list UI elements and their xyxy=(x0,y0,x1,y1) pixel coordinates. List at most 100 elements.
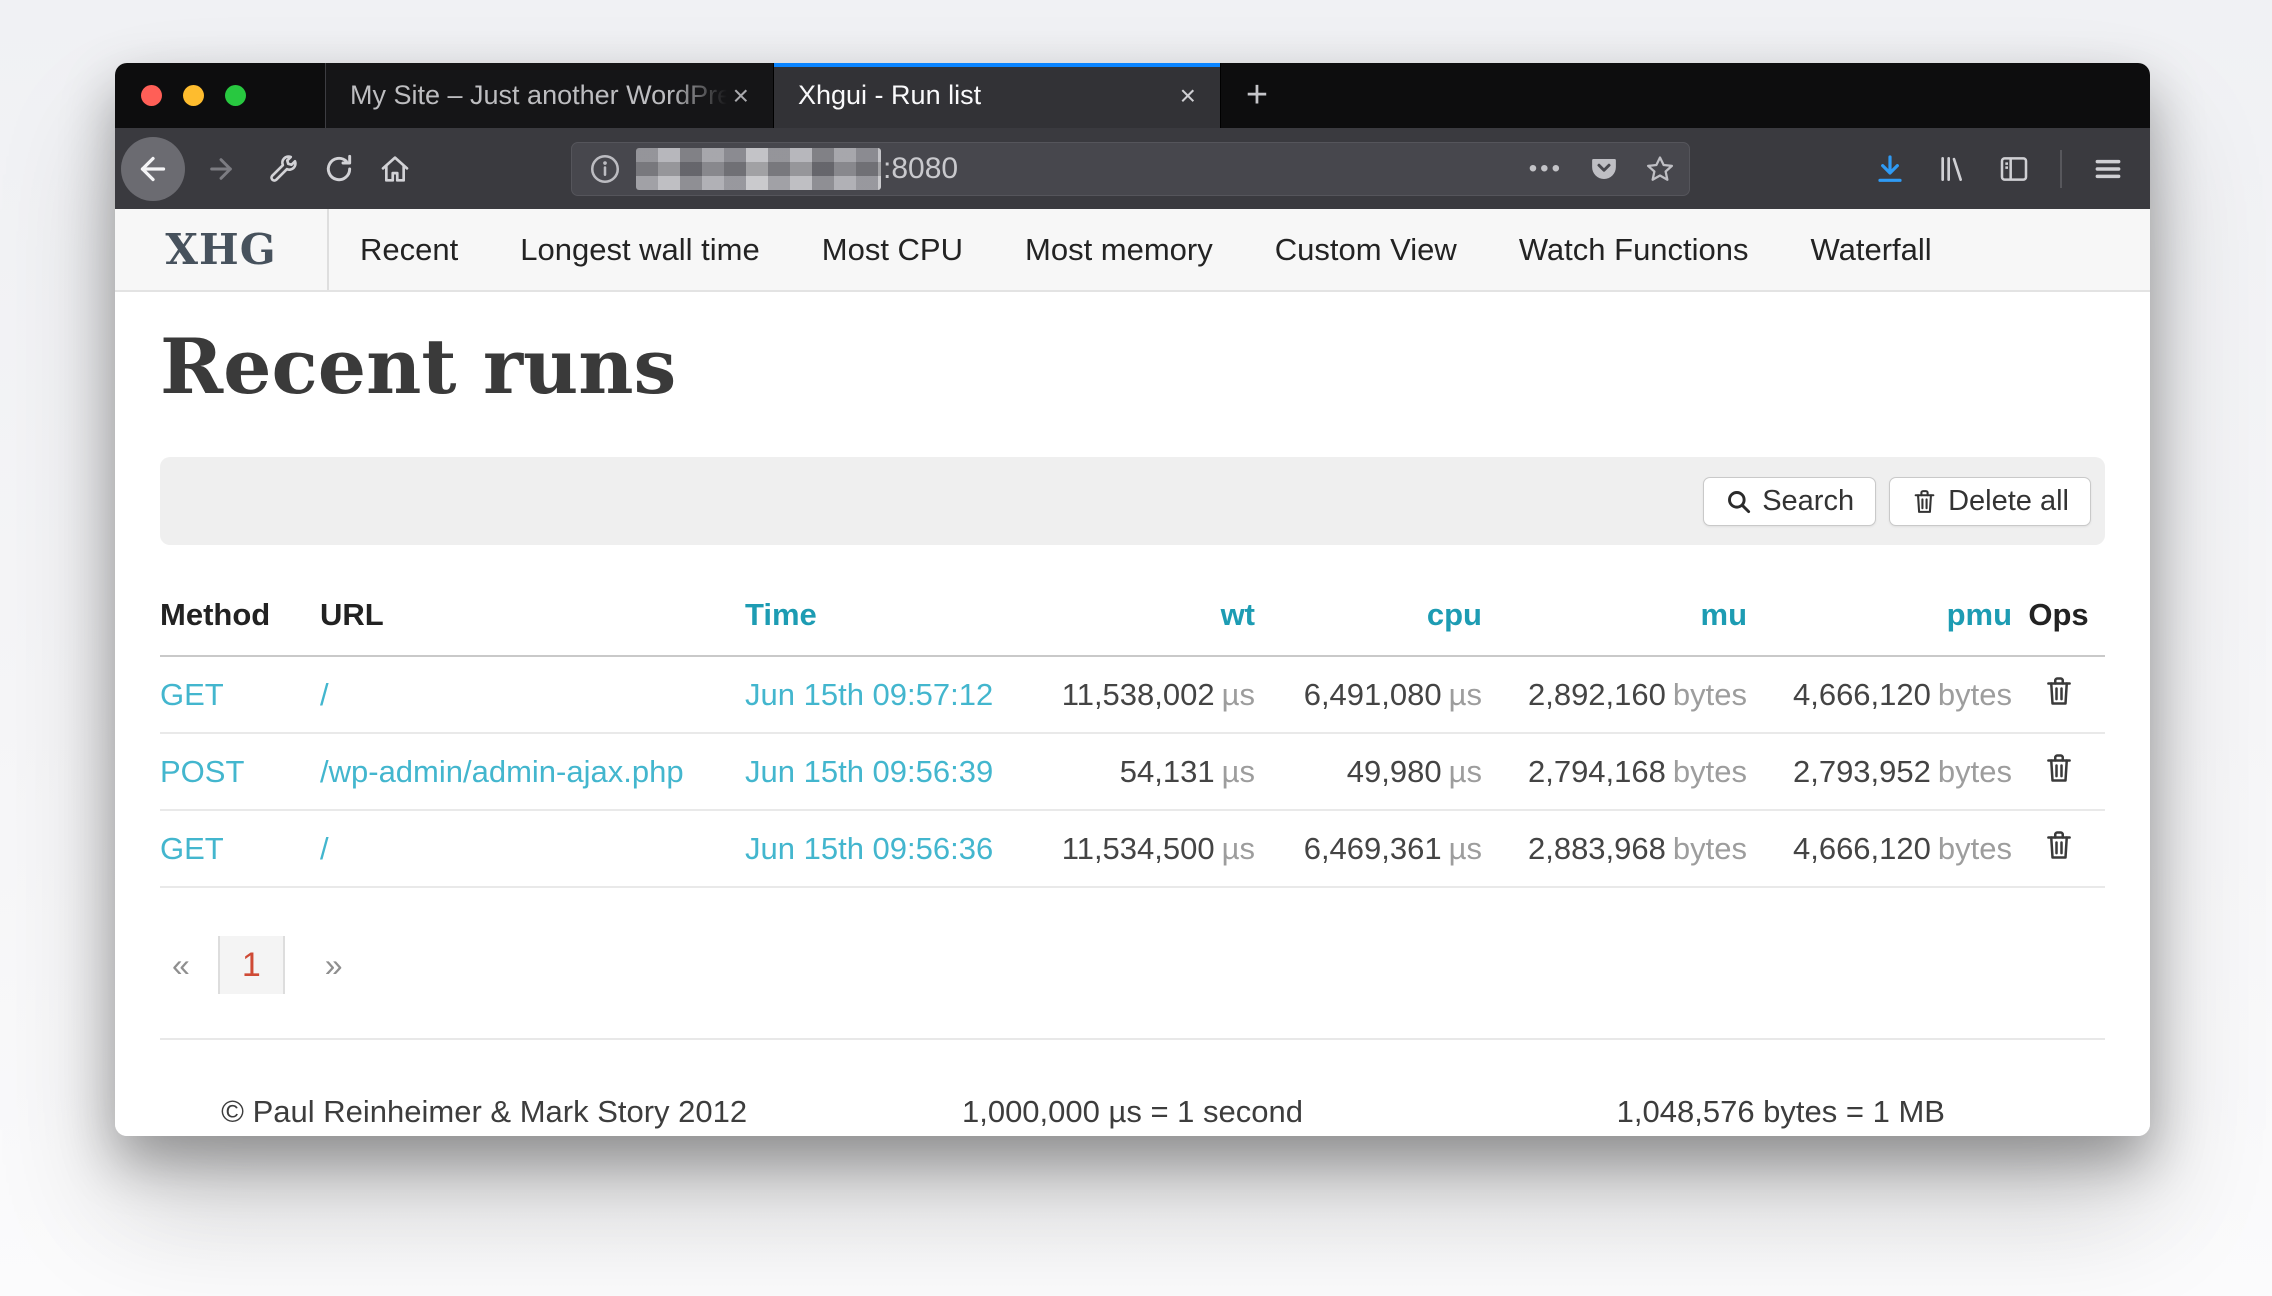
close-window-button[interactable] xyxy=(141,85,162,106)
column-header-method: Method xyxy=(160,583,320,657)
forward-button[interactable] xyxy=(193,141,249,197)
address-bar[interactable]: :8080 ••• xyxy=(571,141,1690,196)
run-method-link[interactable]: POST xyxy=(160,733,320,811)
browser-tab-bar: My Site – Just another WordPress si × Xh… xyxy=(115,63,2150,128)
xhgui-nav-items: Recent Longest wall time Most CPU Most m… xyxy=(329,209,1963,290)
table-header-row: Method URL Time wt cpu mu pmu Ops xyxy=(160,583,2105,657)
tab-close-icon[interactable]: × xyxy=(732,79,749,111)
table-row: GET / Jun 15th 09:57:12 11,538,002 µs 6,4… xyxy=(160,656,2105,734)
site-info-icon[interactable] xyxy=(588,152,622,186)
tab-title: Xhgui - Run list xyxy=(798,80,982,110)
pagination-current-page[interactable]: 1 xyxy=(217,936,285,994)
nav-item-watch-functions[interactable]: Watch Functions xyxy=(1518,231,1749,267)
bookmark-star-icon[interactable] xyxy=(1645,154,1675,184)
delete-run-trash-icon[interactable] xyxy=(2044,674,2074,708)
unit-label: bytes xyxy=(1672,676,1747,712)
browser-toolbar: :8080 ••• xyxy=(115,128,2150,209)
library-icon[interactable] xyxy=(1936,153,1968,185)
address-port: :8080 xyxy=(883,151,959,185)
back-button[interactable] xyxy=(121,136,185,201)
delete-all-button-label: Delete all xyxy=(1948,484,2069,517)
search-button-label: Search xyxy=(1762,484,1855,517)
run-wt-value: 11,534,500 µs xyxy=(995,810,1255,888)
pagination: « 1 » xyxy=(160,936,2105,994)
page-actions-icon[interactable]: ••• xyxy=(1528,154,1563,182)
unit-label: bytes xyxy=(1937,753,2012,789)
unit-label: bytes xyxy=(1672,753,1747,789)
table-row: GET / Jun 15th 09:56:36 11,534,500 µs 6,4… xyxy=(160,810,2105,888)
minimize-window-button[interactable] xyxy=(183,85,204,106)
run-pmu-value: 2,793,952 bytes xyxy=(1747,733,2012,811)
run-url-link[interactable]: / xyxy=(320,656,745,734)
column-header-wt-sort[interactable]: wt xyxy=(995,583,1255,657)
nav-item-longest-wall-time[interactable]: Longest wall time xyxy=(520,231,760,267)
column-header-time-sort[interactable]: Time xyxy=(745,583,995,657)
pocket-icon[interactable] xyxy=(1589,154,1619,184)
reload-icon xyxy=(326,154,352,181)
runs-table: Method URL Time wt cpu mu pmu Ops GET xyxy=(160,583,2105,888)
pagination-prev-button[interactable]: « xyxy=(172,946,190,983)
page-footer: © Paul Reinheimer & Mark Story 2012 1,00… xyxy=(160,1038,2105,1130)
column-header-url: URL xyxy=(320,583,745,657)
nav-item-most-cpu[interactable]: Most CPU xyxy=(821,231,963,267)
run-cpu-value: 49,980 µs xyxy=(1255,733,1482,811)
column-header-ops: Ops xyxy=(2012,583,2105,657)
run-wt-value: 11,538,002 µs xyxy=(995,656,1255,734)
run-url-link[interactable]: / xyxy=(320,810,745,888)
redacted-host-address xyxy=(636,147,881,190)
unit-label: µs xyxy=(1221,676,1255,712)
run-mu-value: 2,892,160 bytes xyxy=(1482,656,1747,734)
run-time-link[interactable]: Jun 15th 09:57:12 xyxy=(745,656,995,734)
column-header-mu-sort[interactable]: mu xyxy=(1482,583,1747,657)
run-method-link[interactable]: GET xyxy=(160,810,320,888)
tab-close-icon[interactable]: × xyxy=(1179,79,1196,111)
pagination-next-button[interactable]: » xyxy=(324,946,343,983)
zoom-window-button[interactable] xyxy=(225,85,246,106)
table-row: POST /wp-admin/admin-ajax.php Jun 15th 0… xyxy=(160,733,2105,811)
search-icon xyxy=(1728,490,1751,513)
run-cpu-value: 6,491,080 µs xyxy=(1255,656,1482,734)
tab-xhgui-run-list[interactable]: Xhgui - Run list × xyxy=(773,63,1221,128)
page-tools-button[interactable] xyxy=(255,141,311,197)
main-content: Recent runs Search Delete all xyxy=(115,292,2150,1136)
downloads-icon[interactable] xyxy=(1874,153,1906,185)
toolbar-separator xyxy=(2060,149,2062,188)
delete-run-trash-icon[interactable] xyxy=(2044,751,2074,785)
unit-label: bytes xyxy=(1937,676,2012,712)
forward-arrow-icon xyxy=(210,157,232,180)
run-time-link[interactable]: Jun 15th 09:56:36 xyxy=(745,810,995,888)
footer-microseconds-note: 1,000,000 µs = 1 second xyxy=(961,1094,1303,1129)
browser-window: My Site – Just another WordPress si × Xh… xyxy=(115,63,2150,1136)
home-button[interactable] xyxy=(367,141,423,197)
unit-label: µs xyxy=(1448,753,1482,789)
unit-label: µs xyxy=(1221,830,1255,866)
unit-label: µs xyxy=(1221,753,1255,789)
home-icon xyxy=(381,155,409,182)
footer-copyright: © Paul Reinheimer & Mark Story 2012 xyxy=(221,1094,748,1129)
run-pmu-value: 4,666,120 bytes xyxy=(1747,656,2012,734)
xhgui-logo[interactable]: XHG xyxy=(115,209,329,290)
menu-hamburger-icon[interactable] xyxy=(2092,153,2124,185)
nav-item-waterfall[interactable]: Waterfall xyxy=(1810,231,1932,267)
toolbar-right-icons xyxy=(1874,149,2124,188)
nav-item-recent[interactable]: Recent xyxy=(360,231,459,267)
run-method-link[interactable]: GET xyxy=(160,656,320,734)
run-time-link[interactable]: Jun 15th 09:56:39 xyxy=(745,733,995,811)
search-button[interactable]: Search xyxy=(1703,476,1877,526)
nav-item-most-memory[interactable]: Most memory xyxy=(1025,231,1213,267)
delete-all-button[interactable]: Delete all xyxy=(1889,476,2091,526)
reload-button[interactable] xyxy=(311,141,367,197)
run-mu-value: 2,883,968 bytes xyxy=(1482,810,1747,888)
column-header-cpu-sort[interactable]: cpu xyxy=(1255,583,1482,657)
run-cpu-value: 6,469,361 µs xyxy=(1255,810,1482,888)
run-url-link[interactable]: /wp-admin/admin-ajax.php xyxy=(320,733,745,811)
unit-label: µs xyxy=(1448,676,1482,712)
sidebar-toggle-icon[interactable] xyxy=(1998,153,2030,185)
column-header-pmu-sort[interactable]: pmu xyxy=(1747,583,2012,657)
page-content: XHG Recent Longest wall time Most CPU Mo… xyxy=(115,209,2150,1136)
new-tab-button[interactable]: + xyxy=(1245,74,1269,116)
tab-my-site[interactable]: My Site – Just another WordPress si × xyxy=(325,63,773,128)
nav-item-custom-view[interactable]: Custom View xyxy=(1274,231,1457,267)
delete-run-trash-icon[interactable] xyxy=(2044,828,2074,862)
